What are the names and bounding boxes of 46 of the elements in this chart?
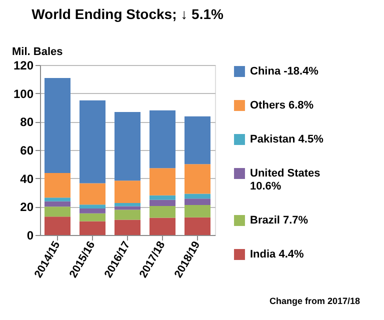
y-tick-label: 40 [20,172,34,186]
y-tick-label: 80 [20,115,34,130]
bar [150,195,176,200]
bar [150,168,176,196]
y-tick-label: 20 [20,200,34,214]
bar [184,164,210,194]
legend-label: China -18.4% [250,66,319,78]
bar [184,116,210,164]
bar [114,112,140,181]
legend-label: Others 6.8% [250,100,314,112]
text: Change from 2017/18 [269,296,360,306]
bar [80,183,106,205]
legend-label: Pakistan 4.5% [250,134,324,146]
bar [44,216,70,235]
bar [114,210,140,220]
bar [114,202,140,206]
y-axis-title: Mil. Bales [12,46,63,58]
bar [80,100,106,184]
chart-title: World Ending Stocks; ↓ 5.1% [32,6,224,22]
legend-label: Brazil 7.7% [250,214,308,226]
bar [150,110,176,168]
bar [44,198,70,202]
bar [80,204,106,209]
bar [44,172,70,198]
bar [150,206,176,218]
bar [114,180,140,203]
bar [184,204,210,218]
bar [150,200,176,206]
bar [80,213,106,222]
bar [114,220,140,235]
bar [184,194,210,199]
bar [184,217,210,235]
bar [44,78,70,173]
bar [184,198,210,205]
bar [114,206,140,210]
bar [44,201,70,207]
bar [80,208,106,214]
legend-label: United States 10.6% [250,168,320,192]
y-tick-label: 100 [13,86,34,101]
y-tick-label: 120 [13,58,34,72]
bar [150,218,176,235]
legend-label: India 4.4% [250,248,304,260]
y-tick-label: 60 [20,144,34,158]
bar [80,221,106,235]
y-tick-label: 0 [26,228,34,242]
bar [44,206,70,217]
